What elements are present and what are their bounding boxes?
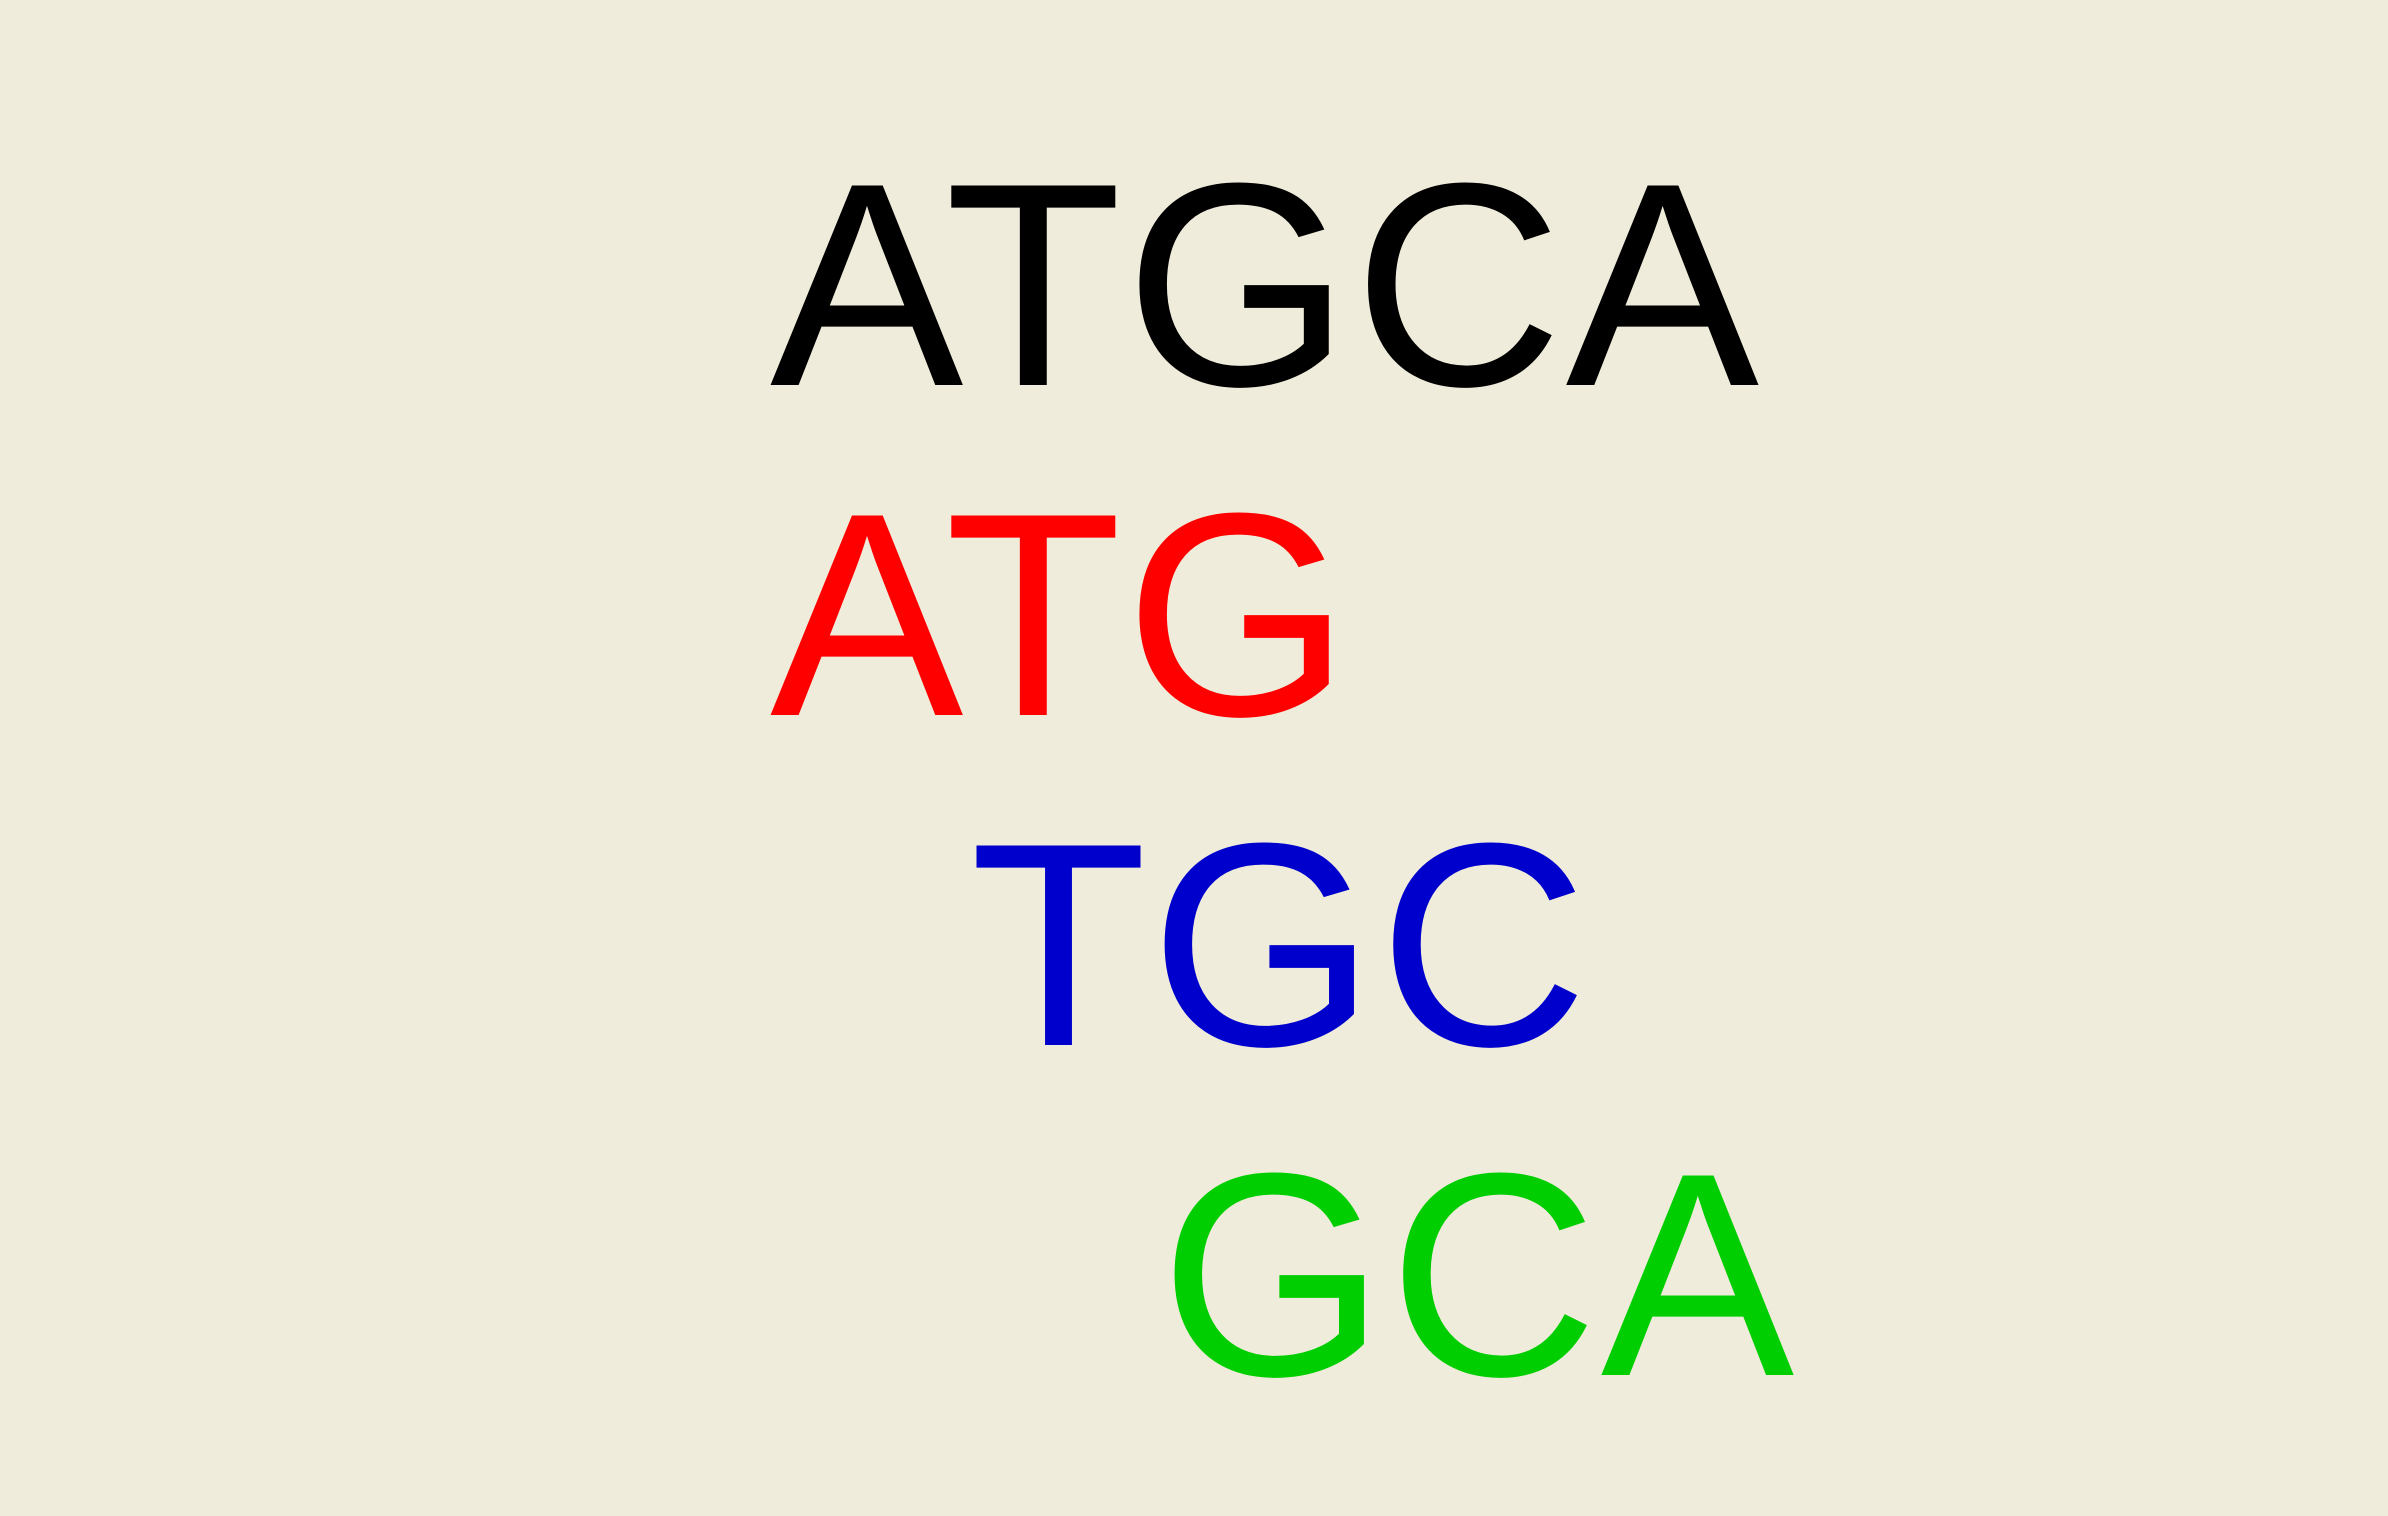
kmer-line-3: GCA bbox=[1160, 1130, 1797, 1420]
kmer-line-1: ATG bbox=[770, 470, 1353, 760]
sequence-line-full: ATGCA bbox=[770, 140, 1762, 430]
kmer-line-2: TGC bbox=[970, 800, 1591, 1090]
kmer-diagram: ATGCA ATG TGC GCA bbox=[0, 0, 2388, 1516]
